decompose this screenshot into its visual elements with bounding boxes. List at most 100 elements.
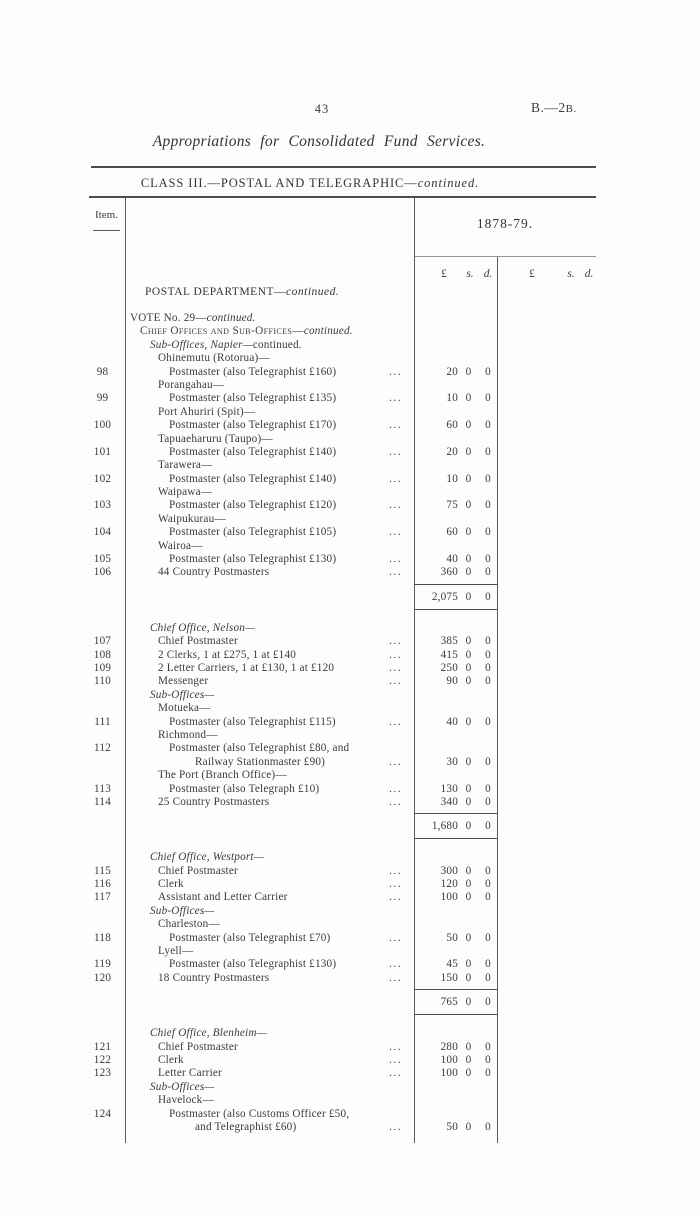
amount-pence: 0 [485,782,491,795]
amount-pence: 0 [485,648,491,661]
amount-pence: 0 [485,661,491,674]
table-row: Sub-Offices— [88,689,596,702]
table-row: 112 Postmaster (also Telegraphist £80, an… [88,742,596,755]
amount-pounds: 60 [446,419,458,432]
item-number: 114 [94,795,111,808]
text-segment: Chief Postmaster [158,635,238,648]
amount-shillings: 0 [465,472,472,485]
table-row: 123 Letter Carrier... 100 0 0 [88,1067,596,1080]
amount-shillings: 0 [465,635,472,648]
text-segment: Postmaster (also Telegraphist £105) [169,526,337,539]
amount-pence: 0 [485,392,491,405]
table-row: 115 Chief Postmaster... 300 0 0 [88,865,596,878]
text-segment: Postmaster (also Telegraphist £80, and [169,742,350,755]
amount-shillings: 0 [465,590,472,603]
amount-shillings: 0 [465,878,472,891]
dot-leader: ... [389,931,402,944]
dot-leader: ... [389,1067,402,1080]
item-number: 121 [93,1040,112,1053]
amount-pence: 0 [485,795,491,808]
amount-pounds: 40 [446,553,458,566]
text-segment: Postmaster (also Telegraphist £140) [169,472,337,485]
amount-pounds: 765 [440,996,458,1009]
row-description: Sub-Offices— [125,905,414,918]
table-row: 116 Clerk... 120 0 0 [88,878,596,891]
department-heading-continued: continued. [286,286,340,298]
amount-shillings: 0 [465,1040,472,1053]
text-segment: Waipukurau— [158,512,226,525]
text-segment: The Port (Branch Office)— [158,769,287,782]
text-segment: Sub-Offices— [150,688,215,701]
table-row: Waipawa— [88,486,596,499]
text-segment: Charleston— [158,918,220,931]
shillings-header-1: s. [466,268,474,280]
table-row: 104 Postmaster (also Telegraphist £105)..… [88,526,596,539]
item-number: 115 [94,864,111,877]
amount-pounds: 90 [446,675,458,688]
item-number: 113 [94,782,111,795]
text-segment: Postmaster (also Telegraphist £140) [169,445,337,458]
doc-reference: B.—2B. [531,100,577,116]
row-description: The Port (Branch Office)— [125,769,414,782]
dot-leader: ... [389,526,402,539]
page-number: 43 [314,102,330,116]
table-row: 114 25 Country Postmasters... 340 0 0 [88,796,596,809]
amount-pounds: 20 [446,445,458,458]
dot-leader: ... [389,472,402,485]
item-number: 100 [93,419,112,432]
row-description: Assistant and Letter Carrier... [125,891,414,904]
item-number: 118 [94,931,111,944]
table-row: 109 2 Letter Carriers, 1 at £130, 1 at £1… [88,662,596,675]
amount-pounds: 75 [446,499,458,512]
table-row: 103 Postmaster (also Telegraphist £120)..… [88,499,596,512]
amount-shillings: 0 [465,419,472,432]
amount-pounds: 10 [446,392,458,405]
table-row: Railway Stationmaster £90)... 30 0 0 [88,756,596,769]
dot-leader: ... [389,1120,402,1133]
amount-pence: 0 [485,1067,491,1080]
amount-shillings: 0 [465,891,472,904]
amount-pounds: 1,680 [431,820,458,833]
row-description: 44 Country Postmasters... [125,566,414,579]
text-segment: Postmaster (also Customs Officer £50, [169,1107,350,1120]
amount-shillings: 0 [465,526,472,539]
amount-shillings: 0 [465,864,472,877]
row-description: and Telegraphist £60)... [125,1121,414,1134]
amount-shillings: 0 [465,931,472,944]
row-description: Chief Postmaster... [125,865,414,878]
row-description: Waipukurau— [125,513,414,526]
item-number: 119 [94,958,111,971]
amount-shillings: 0 [465,499,472,512]
dot-leader: ... [389,675,402,688]
table-row: Sub-Offices— [88,905,596,918]
amount-shillings: 0 [465,996,472,1009]
table-row: 121 Chief Postmaster... 280 0 0 [88,1041,596,1054]
row-description: Chief Office, Blenheim— [125,1027,414,1040]
row-description: Chief Offices and Sub-Offices— continued. [125,325,414,338]
amount-shillings: 0 [465,445,472,458]
amount-shillings: 0 [465,675,472,688]
row-description: Port Ahuriri (Spit)— [125,406,414,419]
table-row: 117 Assistant and Letter Carrier... 100 0 0 [88,891,596,904]
amount-shillings: 0 [465,1067,472,1080]
text-segment: Postmaster (also Telegraphist £130) [169,958,337,971]
dot-leader: ... [389,891,402,904]
dot-leader: ... [389,715,402,728]
item-number: 107 [93,635,112,648]
table-row: Tarawera— [88,459,596,472]
text-segment: Clerk [158,878,184,891]
text-segment: 2 Letter Carriers, 1 at £130, 1 at £120 [158,661,335,674]
amount-pounds: 415 [440,648,458,661]
amount-pence: 0 [485,566,491,579]
amount-pounds: 280 [440,1040,458,1053]
title-rule [91,166,596,168]
amount-pounds: 120 [440,878,458,891]
row-description: Postmaster (also Telegraphist £160)... [125,366,414,379]
text-segment: 25 Country Postmasters [158,795,270,808]
row-description: Postmaster (also Telegraphist £115)... [125,716,414,729]
amount-pence: 0 [485,499,491,512]
item-number: 101 [93,445,112,458]
row-description: Postmaster (also Telegraphist £130)... [125,958,414,971]
dot-leader: ... [389,419,402,432]
dot-leader: ... [389,1040,402,1053]
